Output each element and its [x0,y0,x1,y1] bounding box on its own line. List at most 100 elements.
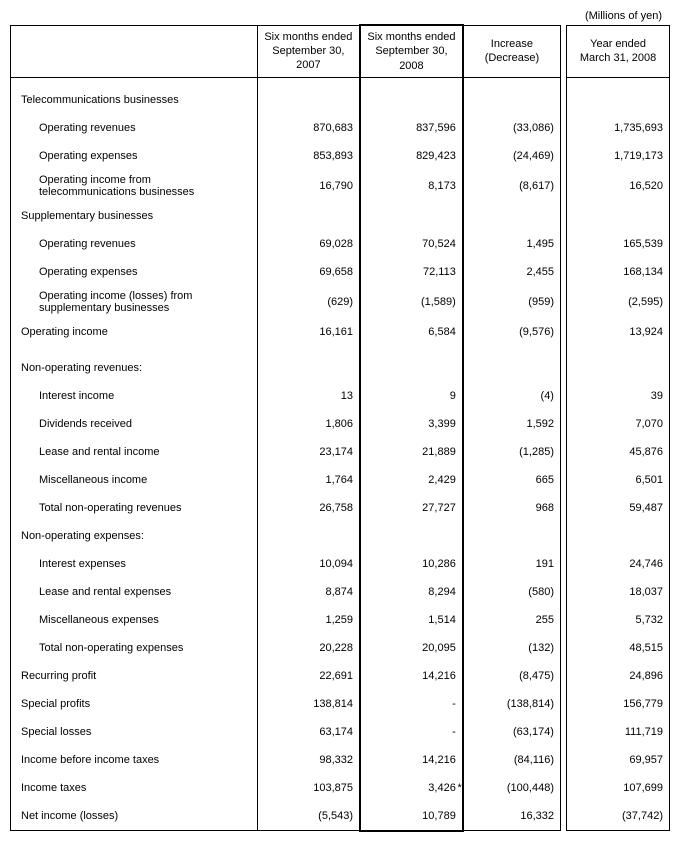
cell: 8,294 [360,578,463,606]
row-label: Special losses [11,718,258,746]
row-label: Interest expenses [11,550,258,578]
cell: (132) [463,634,561,662]
cell: 69,658 [257,258,360,286]
cell: 103,875 [257,774,360,802]
table-row: Non-operating revenues: [11,354,670,382]
table-row: Operating income (losses) from supplemen… [11,286,670,318]
cell: 138,814 [257,690,360,718]
cell: 70,524 [360,230,463,258]
cell: 1,259 [257,606,360,634]
cell: 10,286 [360,550,463,578]
table-header-row: Six months ended September 30, 2007 Six … [11,25,670,77]
cell: (629) [257,286,360,318]
cell: 1,495 [463,230,561,258]
cell: 23,174 [257,438,360,466]
cell: 3,426 [360,774,463,802]
cell: (8,617) [463,170,561,202]
table-row: Income before income taxes 98,332 14,216… [11,746,670,774]
row-label: Telecommunications businesses [11,86,258,114]
row-label: Special profits [11,690,258,718]
cell: 63,174 [257,718,360,746]
cell: 837,596 [360,114,463,142]
table-row: Operating revenues 870,683 837,596 (33,0… [11,114,670,142]
row-label: Income taxes [11,774,258,802]
row-label: Operating revenues [11,114,258,142]
cell: 69,957 [567,746,670,774]
row-label: Non-operating expenses: [11,522,258,550]
cell: (959) [463,286,561,318]
cell: 16,332 [463,802,561,831]
table-row: Operating revenues 69,028 70,524 1,495 1… [11,230,670,258]
table-row: Lease and rental income 23,174 21,889 (1… [11,438,670,466]
cell: 39 [567,382,670,410]
cell: 14,216 [360,662,463,690]
cell: 2,455 [463,258,561,286]
cell: 1,764 [257,466,360,494]
row-label: Operating income (losses) from supplemen… [11,286,258,318]
cell: 156,779 [567,690,670,718]
col-header-3: Increase (Decrease) [463,25,561,77]
table-row: Total non-operating expenses 20,228 20,0… [11,634,670,662]
cell: 45,876 [567,438,670,466]
cell: 111,719 [567,718,670,746]
table-row: Operating income 16,161 6,584 (9,576) 13… [11,318,670,346]
row-label: Operating expenses [11,142,258,170]
table-row: Operating income from telecommunications… [11,170,670,202]
table-row: Operating expenses 69,658 72,113 2,455 1… [11,258,670,286]
cell: 6,501 [567,466,670,494]
table-row: Net income (losses) (5,543) 10,789 16,33… [11,802,670,831]
table-row: Special losses 63,174 - (63,174) 111,719 [11,718,670,746]
cell: 9 [360,382,463,410]
row-label: Non-operating revenues: [11,354,258,382]
table-row: Interest expenses 10,094 10,286 191 24,7… [11,550,670,578]
cell: 48,515 [567,634,670,662]
cell: (580) [463,578,561,606]
cell: 24,896 [567,662,670,690]
cell: 1,514 [360,606,463,634]
cell: 255 [463,606,561,634]
unit-label: (Millions of yen) [10,10,670,22]
cell: 6,584 [360,318,463,346]
cell: 13 [257,382,360,410]
cell: 1,735,693 [567,114,670,142]
col-header-4: Year ended March 31, 2008 [567,25,670,77]
col-header-blank [11,25,258,77]
row-label: Dividends received [11,410,258,438]
cell: 168,134 [567,258,670,286]
row-label: Interest income [11,382,258,410]
cell: - [360,690,463,718]
row-label: Operating income [11,318,258,346]
cell: 10,094 [257,550,360,578]
cell: 16,161 [257,318,360,346]
cell: (37,742) [567,802,670,831]
row-label: Recurring profit [11,662,258,690]
row-label: Net income (losses) [11,802,258,831]
cell: - [360,718,463,746]
cell: 14,216 [360,746,463,774]
table-row: Total non-operating revenues 26,758 27,7… [11,494,670,522]
cell: 107,699 [567,774,670,802]
cell: 72,113 [360,258,463,286]
row-label: Income before income taxes [11,746,258,774]
table-row: Income taxes 103,875 3,426 (100,448) 107… [11,774,670,802]
cell: 24,746 [567,550,670,578]
row-label: Operating revenues [11,230,258,258]
table-row: Non-operating expenses: [11,522,670,550]
cell: 59,487 [567,494,670,522]
cell: 968 [463,494,561,522]
cell: 1,719,173 [567,142,670,170]
cell: (8,475) [463,662,561,690]
cell: 98,332 [257,746,360,774]
cell: (63,174) [463,718,561,746]
cell: (24,469) [463,142,561,170]
cell: 870,683 [257,114,360,142]
table-row: Operating expenses 853,893 829,423 (24,4… [11,142,670,170]
row-label: Operating expenses [11,258,258,286]
cell: (33,086) [463,114,561,142]
table-row: Dividends received 1,806 3,399 1,592 7,0… [11,410,670,438]
cell: 21,889 [360,438,463,466]
cell: 20,095 [360,634,463,662]
table-row: Lease and rental expenses 8,874 8,294 (5… [11,578,670,606]
cell: 5,732 [567,606,670,634]
row-label: Total non-operating expenses [11,634,258,662]
